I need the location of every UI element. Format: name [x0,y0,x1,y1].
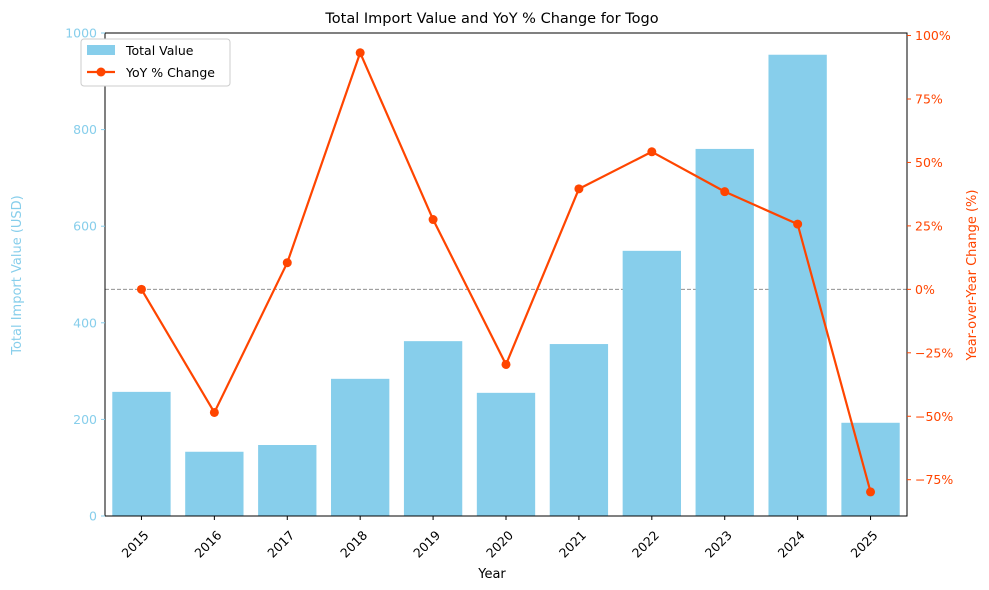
y-left-tick-label: 1000 [65,26,97,41]
y-axis-left-label: Total Import Value (USD) [10,195,25,356]
y-right-tick-label: 75% [915,91,943,106]
y-right-tick-label: 0% [915,282,935,297]
x-tick-label: 2017 [264,528,297,561]
x-tick-label: 2015 [118,528,151,561]
yoy-point-2017 [282,258,292,268]
yoy-point-2016 [209,407,219,417]
legend-frame [80,38,231,87]
y-left-tick-label: 600 [73,219,97,234]
y-right-tick-label: −25% [915,345,953,360]
yoy-point-2019 [428,215,438,225]
y-left-tick-label: 400 [73,315,97,330]
bar-2024 [768,54,827,517]
bar-2020 [476,392,536,516]
y-right-tick-label: 50% [915,155,943,170]
y-axis-right-label: Year-over-Year Change (%) [965,190,980,362]
legend: Total Value YoY % Change [80,38,231,87]
bar-2018 [331,378,390,516]
y-left-tick-label: 800 [73,122,97,137]
yoy-point-2020 [501,359,511,369]
x-axis-label: Year [477,567,506,582]
yoy-series [136,48,876,497]
x-tick-label: 2023 [702,528,735,561]
legend-line-marker [96,67,106,77]
bar-2019 [403,341,463,516]
x-tick-label: 2016 [191,527,224,560]
x-tick-label: 2021 [556,528,589,561]
bar-2023 [695,148,754,517]
yoy-point-2021 [574,184,584,194]
y-right-tick-label: −75% [915,472,953,487]
bars [112,54,900,517]
bar-2022 [622,250,681,516]
chart-title: Total Import Value and YoY % Change for … [324,11,658,27]
bar-2021 [549,344,609,516]
legend-bar-label: Total Value [125,43,194,58]
legend-line-label: YoY % Change [125,65,215,80]
x-tick-label: 2019 [410,527,443,560]
x-tick-label: 2024 [775,527,808,560]
legend-bar-swatch [87,45,115,55]
yoy-point-2024 [793,219,803,229]
x-tick-label: 2020 [483,527,516,560]
y-left-tick-label: 200 [73,412,97,427]
bar-2015 [112,391,171,516]
x-tick-label: 2018 [337,527,370,560]
x-tick-label: 2022 [629,528,662,561]
y-right-tick-label: 100% [915,28,951,43]
y-left-tick-label: 0 [89,509,97,524]
yoy-point-2022 [647,147,657,157]
x-tick-label: 2025 [848,528,881,561]
y-right-tick-label: −50% [915,409,953,424]
y-right-tick-label: 25% [915,218,943,233]
bar-2016 [185,451,244,516]
yoy-point-2023 [720,187,730,197]
bar-2025 [841,422,900,516]
bar-2017 [258,444,317,516]
yoy-point-2015 [136,284,146,294]
yoy-point-2025 [866,487,876,497]
yoy-point-2018 [355,48,365,58]
